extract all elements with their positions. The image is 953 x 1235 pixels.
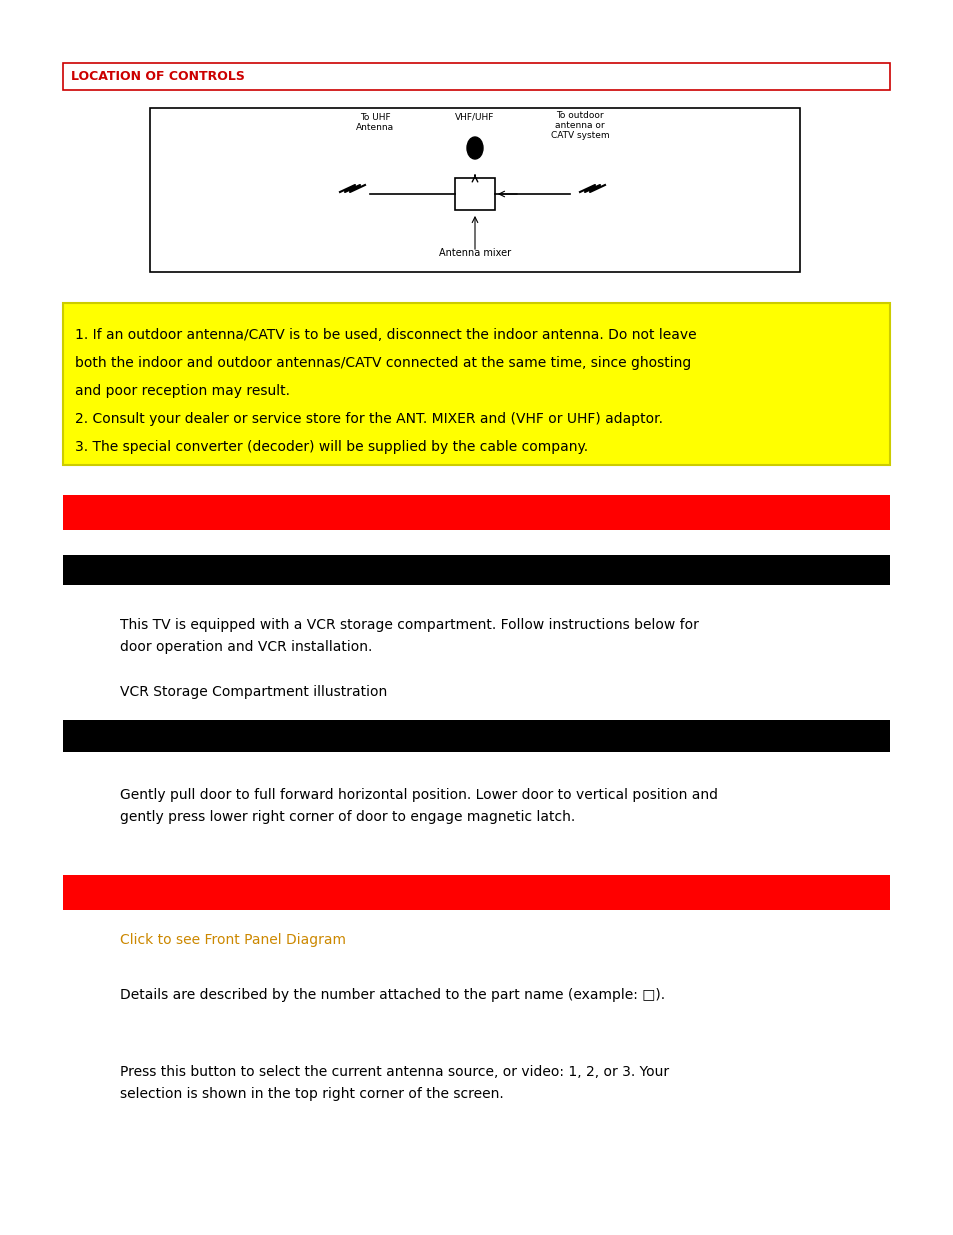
Text: and poor reception may result.: and poor reception may result. (75, 384, 290, 398)
Text: To UHF: To UHF (359, 112, 390, 122)
Text: Antenna mixer: Antenna mixer (438, 248, 511, 258)
Text: Antenna: Antenna (355, 124, 394, 132)
Text: CATV system: CATV system (550, 131, 609, 140)
Text: both the indoor and outdoor antennas/CATV connected at the same time, since ghos: both the indoor and outdoor antennas/CAT… (75, 356, 691, 370)
Text: To outdoor: To outdoor (556, 111, 603, 120)
Text: antenna or: antenna or (555, 121, 604, 130)
Text: Details are described by the number attached to the part name (example: □).: Details are described by the number atta… (120, 988, 664, 1002)
Bar (63, 303, 889, 466)
Bar (455, 178, 495, 210)
Text: This TV is equipped with a VCR storage compartment. Follow instructions below fo: This TV is equipped with a VCR storage c… (120, 618, 699, 653)
Text: 2. Consult your dealer or service store for the ANT. MIXER and (VHF or UHF) adap: 2. Consult your dealer or service store … (75, 412, 662, 426)
Bar (63, 555, 889, 585)
Text: 3. The special converter (decoder) will be supplied by the cable company.: 3. The special converter (decoder) will … (75, 440, 587, 454)
Bar (63, 63, 889, 90)
Bar (63, 876, 889, 910)
Bar (63, 720, 889, 752)
Bar (150, 107, 800, 272)
Text: Click to see Front Panel Diagram: Click to see Front Panel Diagram (120, 932, 346, 947)
Ellipse shape (467, 137, 482, 159)
Text: Gently pull door to full forward horizontal position. Lower door to vertical pos: Gently pull door to full forward horizon… (120, 788, 718, 824)
Text: VCR Storage Compartment illustration: VCR Storage Compartment illustration (120, 685, 387, 699)
Bar (63, 495, 889, 530)
Text: Press this button to select the current antenna source, or video: 1, 2, or 3. Yo: Press this button to select the current … (120, 1065, 668, 1100)
Text: LOCATION OF CONTROLS: LOCATION OF CONTROLS (71, 70, 245, 83)
Text: 1. If an outdoor antenna/CATV is to be used, disconnect the indoor antenna. Do n: 1. If an outdoor antenna/CATV is to be u… (75, 329, 696, 342)
Text: VHF/UHF: VHF/UHF (455, 112, 495, 122)
